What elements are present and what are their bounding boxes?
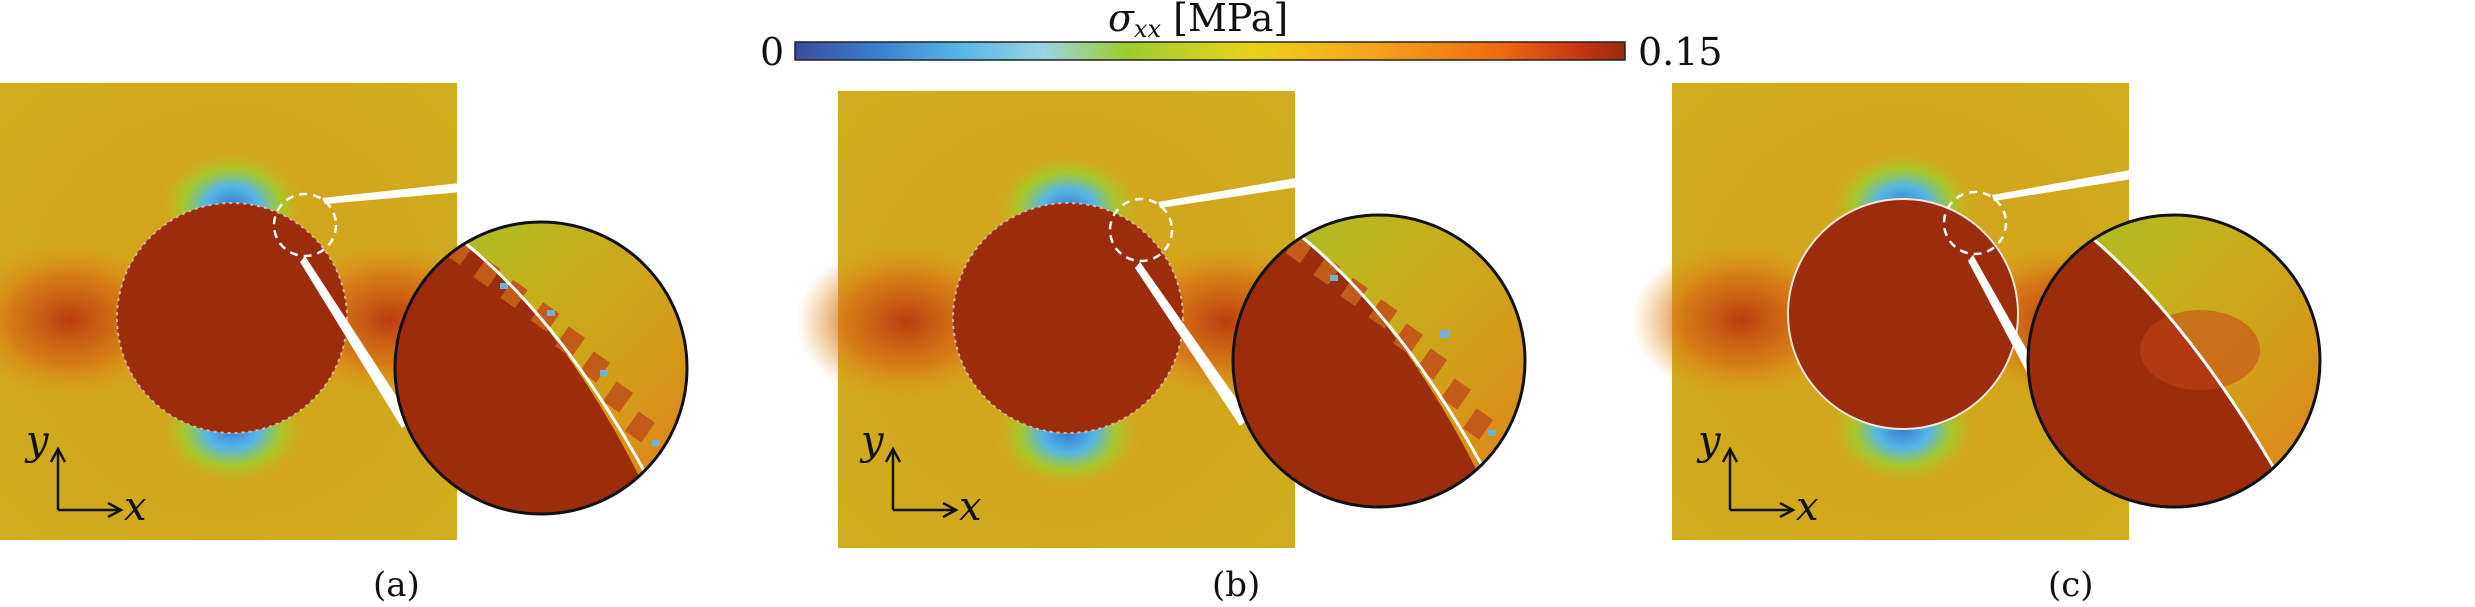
axis-y-label-b: y	[861, 418, 884, 464]
zoom-connector-b	[1158, 178, 1298, 208]
caption-a: (a)	[373, 565, 420, 605]
panel-c	[1632, 83, 2322, 540]
axis-triad-a	[49, 446, 124, 519]
axis-y-label-a: y	[26, 418, 49, 464]
zoom-connector-lower-b	[1135, 262, 1250, 426]
colorbar-min-label: 0	[760, 30, 785, 74]
panel-b	[796, 91, 1527, 548]
inclusion-a	[116, 202, 348, 434]
colorbar-title: σxx [MPa]	[1108, 0, 1288, 43]
axis-x-label-b: x	[959, 484, 982, 530]
panel-a	[0, 83, 689, 540]
zoom-connector-lower-a	[300, 256, 412, 428]
caption-b: (b)	[1212, 565, 1261, 605]
colorbar-max-label: 0.15	[1638, 30, 1723, 74]
colorbar-symbol: σ	[1108, 0, 1134, 40]
axis-triad-c	[1721, 446, 1796, 519]
axis-x-label-c: x	[1796, 484, 1819, 530]
zoom-connector-c	[1992, 170, 2132, 201]
axis-x-label-a: x	[124, 484, 147, 530]
colorbar-unit: [MPa]	[1173, 0, 1289, 40]
detail-marker-b	[1108, 197, 1174, 263]
zoom-view-c	[2026, 213, 2322, 509]
axis-y-label-c: y	[1698, 418, 1721, 464]
detail-marker-c	[1942, 190, 2008, 256]
colorbar	[794, 41, 1626, 61]
inclusion-b	[952, 202, 1184, 434]
zoom-view-a	[393, 220, 689, 516]
axis-triad-b	[884, 446, 959, 519]
zoom-connector-a	[322, 183, 462, 204]
inclusion-c	[1787, 198, 2019, 430]
caption-c: (c)	[2048, 565, 2094, 605]
colorbar-subscript: xx	[1133, 15, 1162, 43]
zoom-view-b	[1231, 213, 1527, 509]
